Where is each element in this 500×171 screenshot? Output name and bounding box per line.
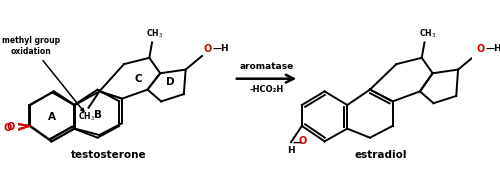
Text: O: O xyxy=(204,44,212,54)
Text: estradiol: estradiol xyxy=(354,150,407,160)
Text: CH$_3$: CH$_3$ xyxy=(418,27,436,40)
Text: O: O xyxy=(7,122,15,132)
Text: O: O xyxy=(298,136,307,146)
Text: —: — xyxy=(292,138,302,148)
Text: H: H xyxy=(287,146,295,155)
Text: aromatase: aromatase xyxy=(240,62,294,71)
Text: O: O xyxy=(4,123,12,133)
Text: O: O xyxy=(476,44,484,54)
Text: —H: —H xyxy=(486,44,500,53)
Text: D: D xyxy=(166,77,174,87)
Text: methyl group
oxidation: methyl group oxidation xyxy=(2,36,84,111)
Text: —H: —H xyxy=(213,44,230,53)
Text: CH$_3$: CH$_3$ xyxy=(78,111,95,123)
Text: A: A xyxy=(48,112,56,122)
Text: C: C xyxy=(134,74,142,84)
Text: -HCO₂H: -HCO₂H xyxy=(250,85,284,94)
Text: B: B xyxy=(94,110,102,120)
Text: CH$_3$: CH$_3$ xyxy=(146,27,164,40)
Text: testosterone: testosterone xyxy=(70,150,146,160)
